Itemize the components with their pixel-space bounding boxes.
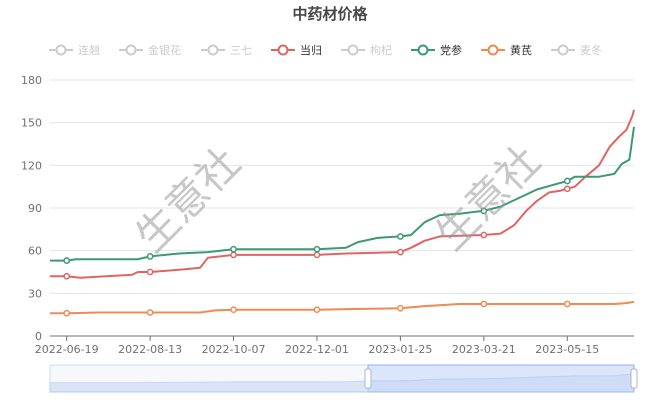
- data-point[interactable]: [146, 253, 154, 260]
- legend-item[interactable]: 当归: [271, 43, 322, 57]
- legend-item[interactable]: 连翘: [49, 44, 100, 57]
- series-line-0: [50, 109, 635, 279]
- legend-label: 当归: [300, 43, 322, 57]
- y-axis: 0 30 60 90 120 150 180: [21, 74, 42, 343]
- zoom-handle-right[interactable]: [630, 368, 638, 389]
- legend-marker-icon: [277, 44, 289, 56]
- legend-item[interactable]: 党参: [411, 43, 462, 57]
- data-point[interactable]: [63, 272, 71, 280]
- data-point[interactable]: [230, 245, 237, 253]
- data-point[interactable]: [313, 245, 321, 253]
- legend[interactable]: 连翘 金银花 三七 当归 枸杞 党参 黄芪 麦冬: [49, 43, 602, 57]
- data-point[interactable]: [397, 233, 404, 240]
- legend-marker-icon: [347, 44, 359, 56]
- data-point[interactable]: [230, 306, 237, 314]
- legend-label: 党参: [440, 43, 462, 57]
- series-line-1: [50, 126, 635, 262]
- y-tick-label: 120: [21, 159, 42, 172]
- legend-label: 黄芪: [510, 43, 532, 57]
- legend-item[interactable]: 金银花: [119, 43, 181, 57]
- grid-lines: [50, 79, 634, 337]
- y-tick-label: 30: [28, 287, 42, 300]
- y-tick-label: 60: [28, 245, 42, 258]
- legend-label: 枸杞: [370, 43, 392, 57]
- watermark-layer: 生意社 生意社: [126, 136, 550, 262]
- y-tick-label: 180: [21, 74, 42, 87]
- x-tick-label: 2022-08-13: [118, 343, 182, 356]
- data-point[interactable]: [63, 309, 71, 317]
- data-point[interactable]: [397, 304, 404, 312]
- data-point[interactable]: [146, 309, 154, 316]
- watermark-text-left: 生意社: [126, 138, 250, 262]
- legend-label: 连翘: [78, 44, 100, 57]
- data-zoom-slider[interactable]: [49, 364, 638, 393]
- legend-item[interactable]: 麦冬: [551, 43, 602, 57]
- x-tick-label: 2023-01-25: [368, 343, 432, 356]
- data-point[interactable]: [313, 251, 321, 259]
- data-point[interactable]: [480, 300, 488, 308]
- legend-item[interactable]: 枸杞: [341, 43, 392, 57]
- data-point[interactable]: [313, 306, 321, 314]
- legend-label: 金银花: [148, 43, 181, 57]
- watermark-text-right: 生意社: [426, 136, 550, 260]
- data-point[interactable]: [63, 257, 71, 264]
- zoom-handle-left[interactable]: [364, 368, 372, 389]
- legend-marker-icon: [55, 44, 67, 56]
- x-tick-label: 2022-06-19: [35, 343, 99, 356]
- series-layer: [50, 109, 635, 317]
- chart-title: 中药材价格: [292, 5, 368, 23]
- legend-marker-icon: [207, 44, 219, 56]
- x-tick-label: 2022-10-07: [202, 343, 266, 356]
- y-tick-label: 0: [35, 330, 42, 343]
- data-point[interactable]: [563, 300, 571, 308]
- legend-marker-icon: [487, 44, 499, 56]
- legend-marker-icon: [557, 44, 569, 56]
- legend-label: 三七: [230, 44, 252, 57]
- legend-label: 麦冬: [580, 43, 602, 57]
- data-point[interactable]: [480, 207, 488, 215]
- y-tick-label: 90: [28, 202, 42, 215]
- data-point[interactable]: [563, 177, 571, 185]
- y-tick-label: 150: [21, 117, 42, 130]
- legend-item[interactable]: 三七: [201, 44, 252, 57]
- legend-marker-icon: [417, 44, 429, 56]
- zoom-preview-area: [49, 371, 635, 393]
- data-point[interactable]: [230, 251, 237, 259]
- x-tick-label: 2023-05-15: [535, 343, 599, 356]
- x-tick-label: 2023-03-21: [452, 343, 516, 356]
- data-point[interactable]: [397, 248, 404, 256]
- legend-marker-icon: [125, 44, 137, 56]
- series-line-2: [50, 300, 635, 315]
- data-point[interactable]: [146, 268, 154, 276]
- x-tick-label: 2022-12-01: [285, 343, 349, 356]
- data-point[interactable]: [480, 231, 488, 239]
- data-point[interactable]: [563, 185, 571, 193]
- x-axis: 2022-06-19 2022-08-13 2022-10-07 2022-12-01…: [35, 336, 599, 356]
- legend-item[interactable]: 黄芪: [481, 43, 532, 57]
